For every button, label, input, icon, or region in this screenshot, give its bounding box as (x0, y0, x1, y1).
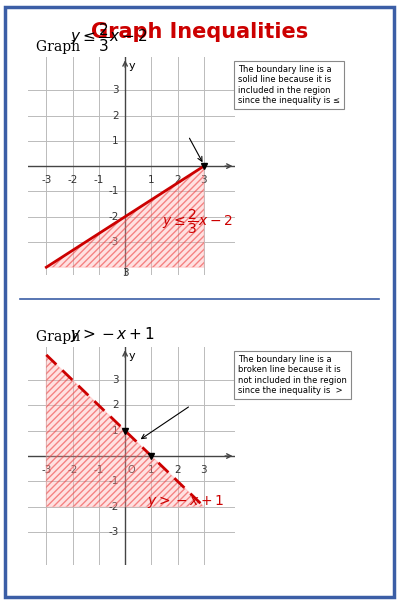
Text: 3: 3 (112, 85, 119, 95)
Text: The boundary line is a
solid line because it is
included in the region
since the: The boundary line is a solid line becaus… (238, 65, 340, 105)
Text: Graph Inequalities: Graph Inequalities (91, 22, 308, 42)
Text: 3: 3 (112, 375, 119, 385)
Text: -2: -2 (67, 175, 78, 185)
Text: -3: -3 (41, 175, 51, 185)
Text: y: y (129, 351, 136, 361)
Text: $y\leq\dfrac{2}{3}x-2$: $y\leq\dfrac{2}{3}x-2$ (70, 22, 147, 54)
Text: $y>-x+1$: $y>-x+1$ (70, 326, 155, 344)
Text: -3: -3 (108, 527, 119, 537)
Text: 1: 1 (148, 465, 155, 475)
Text: -1: -1 (108, 187, 119, 196)
Text: -2: -2 (108, 211, 119, 222)
Text: -1: -1 (94, 175, 104, 185)
Text: 1: 1 (148, 175, 155, 185)
Text: 2: 2 (174, 465, 181, 475)
Text: -2: -2 (67, 465, 78, 475)
Text: O: O (128, 465, 135, 475)
Text: 1: 1 (112, 426, 119, 435)
Text: $y \leq \dfrac{2}{3}x-2$: $y \leq \dfrac{2}{3}x-2$ (162, 208, 233, 236)
Text: 3: 3 (122, 269, 128, 278)
Text: 2: 2 (112, 111, 119, 121)
Text: Graph: Graph (36, 40, 89, 54)
Text: 2: 2 (112, 400, 119, 411)
Text: y: y (129, 61, 136, 71)
Text: -3: -3 (41, 465, 51, 475)
Text: -2: -2 (108, 501, 119, 512)
Text: 2: 2 (174, 175, 181, 185)
Text: $y>-x+1$: $y>-x+1$ (147, 493, 225, 510)
Text: The boundary line is a
broken line because it is
not included in the region
sinc: The boundary line is a broken line becau… (238, 355, 347, 395)
Text: 3: 3 (201, 175, 207, 185)
Text: -1: -1 (94, 465, 104, 475)
Text: -1: -1 (108, 477, 119, 486)
Text: 1: 1 (112, 136, 119, 146)
Text: 3: 3 (201, 465, 207, 475)
Text: -3: -3 (108, 237, 119, 247)
Polygon shape (46, 355, 204, 507)
Polygon shape (46, 166, 204, 267)
Text: Graph: Graph (36, 330, 89, 344)
